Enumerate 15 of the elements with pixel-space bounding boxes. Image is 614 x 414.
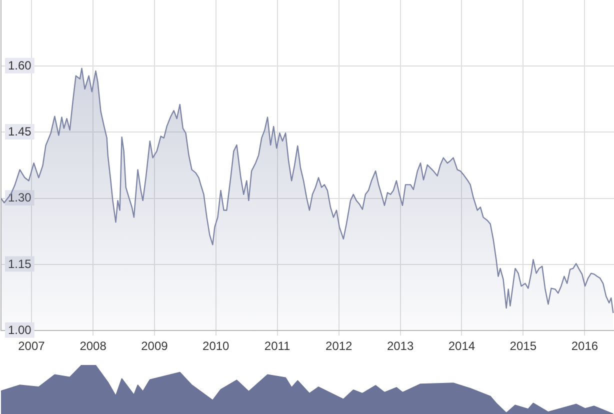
y-tick-label: 1.60 — [8, 58, 32, 72]
x-tick-label: 2016 — [571, 339, 598, 354]
x-tick-label: 2010 — [202, 339, 230, 354]
x-tick-label: 2011 — [264, 339, 291, 354]
y-tick-label: 1.00 — [8, 322, 32, 337]
x-tick-label: 2009 — [141, 339, 168, 354]
x-tick-label: 2013 — [386, 339, 414, 354]
y-tick-label: 1.30 — [8, 190, 32, 205]
x-tick-label: 2014 — [448, 339, 476, 354]
x-tick-label: 2012 — [326, 339, 353, 354]
x-tick-label: 2008 — [80, 339, 107, 354]
x-tick-label: 2007 — [18, 339, 46, 354]
y-tick-label: 1.15 — [8, 256, 32, 271]
x-tick-label: 2015 — [510, 339, 537, 354]
y-tick-label: 1.45 — [8, 124, 32, 139]
